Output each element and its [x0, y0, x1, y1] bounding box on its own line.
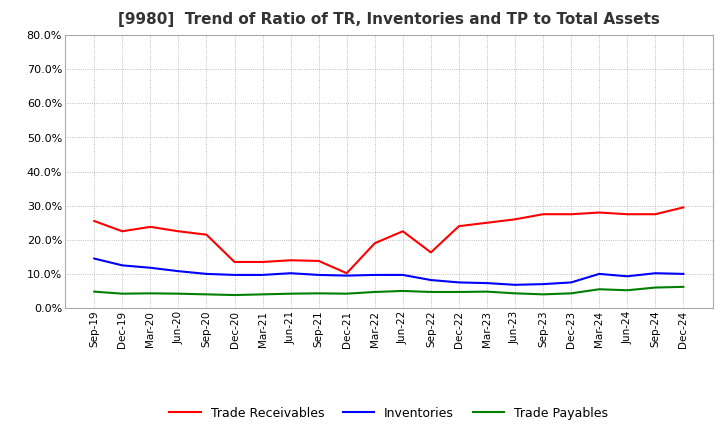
Trade Receivables: [90, 218, 99, 224]
Legend: Trade Receivables, Inventories, Trade Payables: Trade Receivables, Inventories, Trade Pa…: [164, 402, 613, 425]
Inventories: [230, 272, 239, 278]
Trade Receivables: [595, 210, 603, 215]
Inventories: [398, 272, 407, 278]
Trade Receivables: [371, 241, 379, 246]
Line: Trade Receivables: Trade Receivables: [94, 207, 683, 273]
Inventories: [426, 277, 435, 282]
Inventories: [146, 265, 155, 271]
Trade Payables: [595, 286, 603, 292]
Inventories: [371, 272, 379, 278]
Trade Payables: [230, 293, 239, 298]
Trade Payables: [343, 291, 351, 296]
Line: Trade Payables: Trade Payables: [94, 287, 683, 295]
Trade Receivables: [510, 216, 519, 222]
Trade Receivables: [230, 259, 239, 264]
Inventories: [454, 280, 463, 285]
Trade Receivables: [202, 232, 211, 237]
Trade Receivables: [174, 229, 183, 234]
Trade Payables: [398, 288, 407, 293]
Inventories: [90, 256, 99, 261]
Trade Payables: [426, 290, 435, 295]
Trade Payables: [258, 292, 267, 297]
Trade Receivables: [482, 220, 491, 225]
Inventories: [482, 280, 491, 286]
Trade Payables: [287, 291, 295, 296]
Inventories: [623, 274, 631, 279]
Trade Receivables: [539, 212, 547, 217]
Trade Payables: [371, 290, 379, 295]
Trade Payables: [90, 289, 99, 294]
Trade Payables: [315, 291, 323, 296]
Trade Payables: [679, 284, 688, 290]
Trade Payables: [202, 292, 211, 297]
Inventories: [202, 271, 211, 276]
Trade Receivables: [146, 224, 155, 230]
Inventories: [287, 271, 295, 276]
Inventories: [174, 268, 183, 274]
Inventories: [539, 282, 547, 287]
Trade Receivables: [398, 229, 407, 234]
Trade Payables: [454, 290, 463, 295]
Inventories: [679, 271, 688, 276]
Trade Receivables: [118, 229, 127, 234]
Trade Payables: [510, 291, 519, 296]
Inventories: [510, 282, 519, 287]
Trade Payables: [651, 285, 660, 290]
Trade Receivables: [258, 259, 267, 264]
Trade Receivables: [651, 212, 660, 217]
Trade Receivables: [315, 258, 323, 264]
Trade Payables: [146, 291, 155, 296]
Trade Receivables: [679, 205, 688, 210]
Trade Payables: [118, 291, 127, 296]
Trade Payables: [567, 291, 575, 296]
Inventories: [343, 273, 351, 278]
Inventories: [118, 263, 127, 268]
Trade Receivables: [567, 212, 575, 217]
Line: Inventories: Inventories: [94, 259, 683, 285]
Trade Receivables: [623, 212, 631, 217]
Inventories: [258, 272, 267, 278]
Trade Payables: [482, 289, 491, 294]
Trade Payables: [623, 288, 631, 293]
Inventories: [595, 271, 603, 276]
Trade Receivables: [426, 250, 435, 255]
Trade Receivables: [343, 271, 351, 276]
Trade Payables: [539, 292, 547, 297]
Trade Receivables: [454, 224, 463, 229]
Inventories: [567, 280, 575, 285]
Trade Payables: [174, 291, 183, 296]
Inventories: [315, 272, 323, 278]
Inventories: [651, 271, 660, 276]
Trade Receivables: [287, 258, 295, 263]
Title: [9980]  Trend of Ratio of TR, Inventories and TP to Total Assets: [9980] Trend of Ratio of TR, Inventories…: [118, 12, 660, 27]
